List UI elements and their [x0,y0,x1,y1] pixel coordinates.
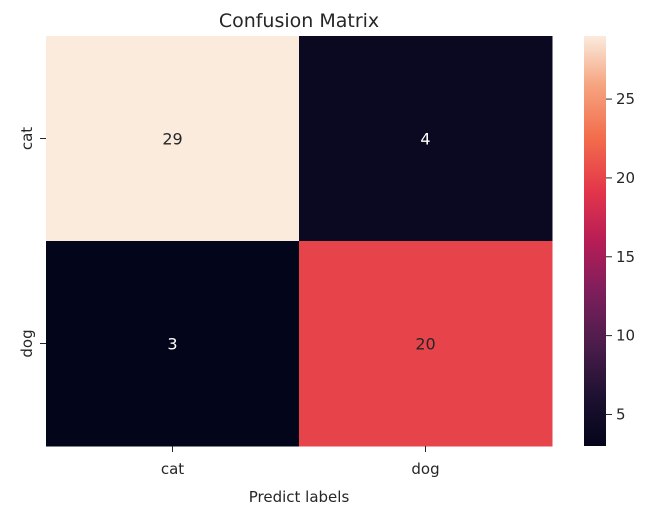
cell-value-label: 4 [420,130,430,149]
colorbar-tick-label: 10 [616,327,635,345]
colorbar-ticks: 5 10 15 20 25 [606,90,635,423]
x-axis-ticks: cat dog [161,446,440,478]
y-tick-label: cat [18,127,36,150]
cell-value-label: 29 [162,130,182,149]
y-tick-label: dog [18,329,36,357]
colorbar-tick-label: 20 [616,169,635,187]
colorbar-tick-label: 5 [616,405,626,423]
colorbar-tick-label: 25 [616,90,635,108]
cell-value-label: 20 [415,335,435,354]
heatmap-cell [46,36,300,242]
colorbar [584,36,606,446]
heatmap-cell [46,241,300,447]
cell-value-label: 3 [167,335,177,354]
x-tick-label: dog [411,460,439,478]
y-axis-ticks: cat dog [18,127,46,358]
x-tick-label: cat [161,460,184,478]
colorbar-tick-label: 15 [616,248,635,266]
heatmap-cell [299,241,553,447]
heatmap-cell-labels: 29 4 3 20 [162,130,435,354]
heatmap-cell [299,36,553,242]
chart-title: Confusion Matrix [219,10,379,32]
heatmap-cells [46,36,553,447]
x-axis-label: Predict labels [249,488,350,506]
